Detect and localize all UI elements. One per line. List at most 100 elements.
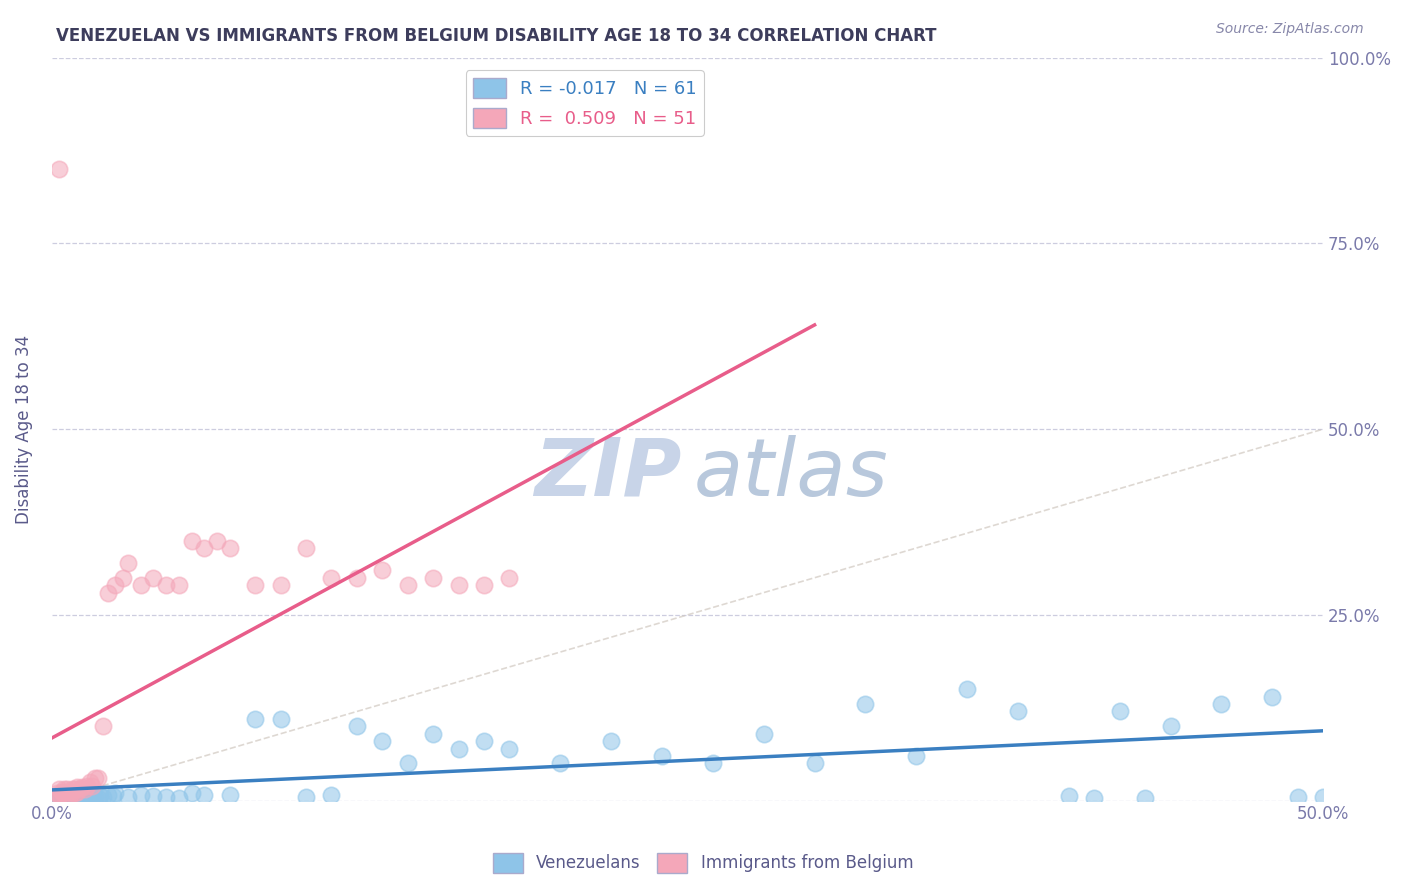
Point: [1108, 705, 1130, 719]
Point: [270, 578, 292, 592]
Point: [167, 790, 190, 805]
Point: [498, 571, 520, 585]
Point: [58, 785, 80, 799]
Text: Source: ZipAtlas.com: Source: ZipAtlas.com: [1216, 22, 1364, 37]
Point: [73, 782, 96, 797]
Point: [752, 727, 775, 741]
Point: [79, 775, 101, 789]
Point: [1312, 789, 1334, 804]
Point: [56, 788, 79, 802]
Point: [63, 782, 86, 797]
Point: [76, 779, 98, 793]
Point: [66, 780, 89, 795]
Point: [82, 779, 104, 793]
Point: [97, 585, 120, 599]
Point: [447, 741, 470, 756]
Point: [89, 789, 111, 804]
Point: [58, 790, 80, 805]
Point: [69, 782, 91, 797]
Point: [1160, 719, 1182, 733]
Point: [396, 578, 419, 592]
Point: [1007, 705, 1029, 719]
Legend: R = -0.017   N = 61, R =  0.509   N = 51: R = -0.017 N = 61, R = 0.509 N = 51: [465, 70, 704, 136]
Point: [1083, 791, 1105, 805]
Point: [346, 719, 368, 733]
Point: [270, 712, 292, 726]
Point: [129, 578, 152, 592]
Point: [51, 785, 73, 799]
Point: [295, 789, 318, 804]
Point: [142, 571, 165, 585]
Point: [60, 786, 83, 800]
Text: ZIP: ZIP: [534, 434, 681, 513]
Point: [205, 533, 228, 548]
Point: [155, 578, 177, 592]
Point: [855, 697, 877, 711]
Point: [53, 789, 76, 804]
Legend: Venezuelans, Immigrants from Belgium: Venezuelans, Immigrants from Belgium: [486, 847, 920, 880]
Point: [193, 788, 215, 802]
Point: [56, 785, 79, 799]
Point: [56, 782, 79, 797]
Point: [117, 556, 139, 570]
Point: [1133, 790, 1156, 805]
Point: [69, 790, 91, 805]
Text: VENEZUELAN VS IMMIGRANTS FROM BELGIUM DISABILITY AGE 18 TO 34 CORRELATION CHART: VENEZUELAN VS IMMIGRANTS FROM BELGIUM DI…: [56, 27, 936, 45]
Point: [58, 788, 80, 802]
Point: [111, 571, 134, 585]
Point: [82, 790, 104, 805]
Point: [51, 786, 73, 800]
Point: [53, 786, 76, 800]
Point: [48, 162, 70, 177]
Point: [72, 789, 94, 804]
Point: [104, 578, 127, 592]
Point: [60, 789, 83, 804]
Point: [243, 578, 266, 592]
Point: [422, 571, 444, 585]
Point: [60, 782, 83, 797]
Point: [97, 788, 120, 802]
Point: [45, 788, 67, 802]
Point: [321, 788, 343, 802]
Point: [155, 789, 177, 804]
Text: atlas: atlas: [693, 434, 889, 513]
Point: [48, 788, 70, 802]
Point: [218, 541, 240, 555]
Point: [63, 789, 86, 803]
Point: [1261, 690, 1284, 704]
Point: [702, 756, 724, 771]
Point: [44, 789, 66, 804]
Point: [51, 786, 73, 800]
Point: [101, 789, 124, 804]
Point: [142, 789, 165, 804]
Point: [472, 578, 495, 592]
Point: [193, 541, 215, 555]
Point: [1286, 789, 1309, 804]
Point: [447, 578, 470, 592]
Point: [371, 563, 394, 577]
Point: [422, 727, 444, 741]
Point: [346, 571, 368, 585]
Point: [600, 734, 623, 748]
Point: [53, 782, 76, 797]
Point: [84, 772, 107, 786]
Point: [84, 789, 107, 804]
Point: [396, 756, 419, 771]
Point: [295, 541, 318, 555]
Point: [371, 734, 394, 748]
Point: [905, 749, 928, 764]
Point: [321, 571, 343, 585]
Point: [66, 785, 89, 799]
Point: [66, 789, 89, 804]
Point: [104, 786, 127, 800]
Point: [63, 786, 86, 800]
Point: [167, 578, 190, 592]
Point: [550, 756, 572, 771]
Point: [86, 791, 108, 805]
Point: [956, 682, 979, 697]
Point: [498, 741, 520, 756]
Point: [1057, 789, 1080, 804]
Point: [44, 789, 66, 804]
Point: [218, 789, 240, 803]
Point: [243, 712, 266, 726]
